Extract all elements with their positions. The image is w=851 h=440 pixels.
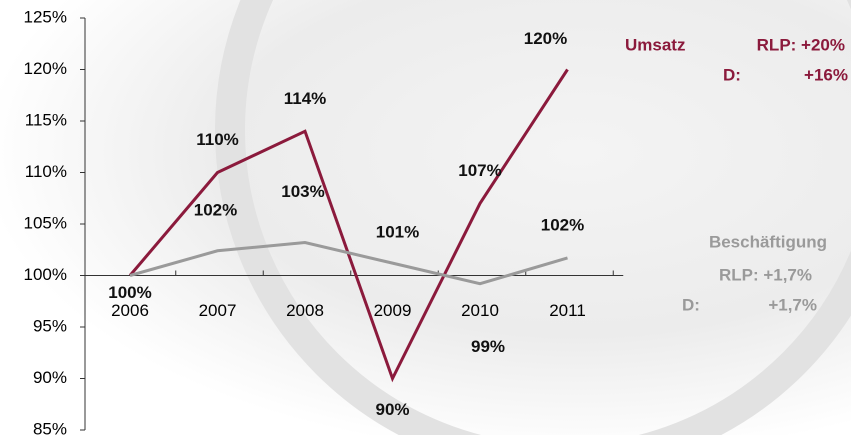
data-label: 110% [196, 130, 239, 149]
data-label: 101% [376, 223, 419, 242]
data-label: 114% [284, 89, 327, 108]
annotation: D: [723, 65, 741, 84]
data-label: 107% [458, 161, 501, 180]
x-tick-label: 2008 [286, 301, 324, 320]
data-label: 90% [375, 400, 409, 419]
y-tick-label: 85% [33, 419, 67, 435]
x-tick-label: 2011 [549, 301, 586, 320]
x-tick-label: 2006 [111, 301, 149, 320]
annotation: +1,7% [768, 295, 817, 314]
y-tick-label: 115% [25, 110, 67, 129]
chart: 85% 90% 95% 100% 105% 110% 115% 120% 125% 2006 200… [0, 0, 851, 435]
y-tick-label: 125% [24, 7, 67, 26]
data-label: 102% [541, 215, 584, 234]
annotation: D: [682, 295, 700, 314]
x-tick-label: 2009 [374, 301, 412, 320]
x-tick-label: 2010 [461, 301, 499, 320]
y-tick-label: 110% [25, 162, 67, 181]
y-tick-label: 95% [33, 316, 67, 335]
annotation: RLP: +1,7% [719, 265, 812, 284]
data-label: 102% [194, 200, 237, 219]
x-tick-label: 2007 [199, 301, 237, 320]
legend-beschaeftigung: Beschäftigung [709, 232, 827, 251]
data-label: 120% [524, 29, 567, 48]
data-label: 100% [108, 283, 151, 302]
y-tick-label: 105% [24, 213, 67, 232]
legend-umsatz: Umsatz [625, 35, 685, 54]
data-label: 99% [471, 337, 505, 356]
data-label: 103% [281, 182, 324, 201]
annotation: +16% [804, 65, 848, 84]
y-tick-label: 90% [33, 368, 67, 387]
y-tick-label: 100% [24, 265, 67, 284]
y-tick-label: 120% [24, 59, 67, 78]
annotation: RLP: +20% [757, 35, 845, 54]
